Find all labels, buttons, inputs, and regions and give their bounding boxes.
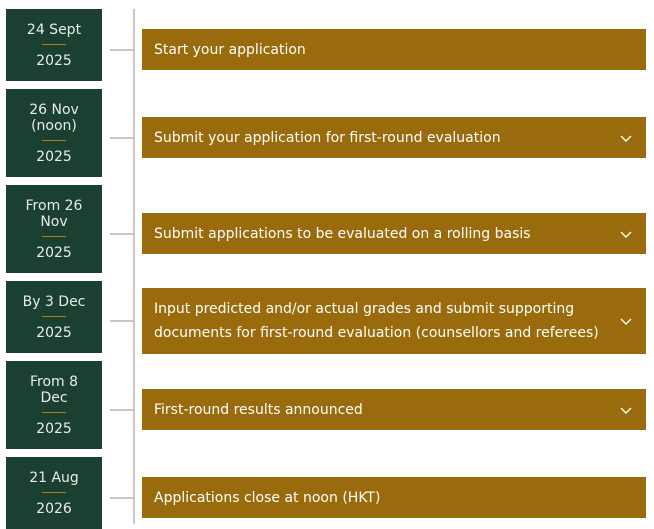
timeline-item-title: Input predicted and/or actual grades and… — [154, 301, 599, 341]
timeline-item-title: Submit your application for first-round … — [154, 129, 501, 146]
chevron-down-icon[interactable] — [618, 226, 634, 242]
date-label: From 26 Nov — [25, 197, 83, 230]
date-year: 2025 — [36, 244, 72, 261]
date-label: 26 Nov (noon) — [29, 101, 79, 134]
date-separator — [42, 491, 66, 493]
chevron-down-icon[interactable] — [618, 130, 634, 146]
date-separator — [42, 235, 66, 237]
date-label: 21 Aug — [29, 469, 79, 486]
date-separator — [42, 315, 66, 317]
date-separator — [42, 139, 66, 141]
timeline-item-header: Applications close at noon (HKT) — [142, 477, 646, 518]
timeline-line — [133, 9, 135, 524]
date-box: 26 Nov (noon) 2025 — [6, 89, 102, 177]
timeline-item-header[interactable]: First-round results announced — [142, 389, 646, 430]
date-label: From 8 Dec — [29, 373, 79, 406]
timeline-connector — [110, 136, 134, 139]
timeline-item-header: Start your application — [142, 29, 646, 70]
date-year: 2025 — [36, 148, 72, 165]
timeline-item-title: Start your application — [154, 41, 306, 58]
date-box: 24 Sept 2025 — [6, 9, 102, 81]
timeline-connector — [110, 408, 134, 411]
date-year: 2025 — [36, 324, 72, 341]
date-box: From 8 Dec 2025 — [6, 361, 102, 449]
timeline-item-title: Applications close at noon (HKT) — [154, 489, 381, 506]
timeline-item-header[interactable]: Submit your application for first-round … — [142, 117, 646, 158]
date-year: 2025 — [36, 52, 72, 69]
date-separator — [42, 43, 66, 45]
date-box: From 26 Nov 2025 — [6, 185, 102, 273]
chevron-down-icon[interactable] — [618, 402, 634, 418]
date-year: 2026 — [36, 500, 72, 517]
date-label: By 3 Dec — [22, 293, 86, 310]
timeline-connector — [110, 320, 134, 322]
date-separator — [42, 411, 66, 413]
timeline-connector — [110, 48, 134, 51]
timeline-connector — [110, 232, 134, 235]
date-label: 24 Sept — [26, 21, 82, 38]
timeline-connector — [110, 496, 134, 499]
date-box: By 3 Dec 2025 — [6, 281, 102, 353]
timeline-item-title: First-round results announced — [154, 401, 363, 418]
date-year: 2025 — [36, 420, 72, 437]
timeline-item-header[interactable]: Input predicted and/or actual grades and… — [142, 288, 646, 354]
chevron-down-icon[interactable] — [618, 313, 634, 329]
date-box: 21 Aug 2026 — [6, 457, 102, 529]
timeline-item-header[interactable]: Submit applications to be evaluated on a… — [142, 213, 646, 254]
timeline-item-title: Submit applications to be evaluated on a… — [154, 225, 531, 242]
